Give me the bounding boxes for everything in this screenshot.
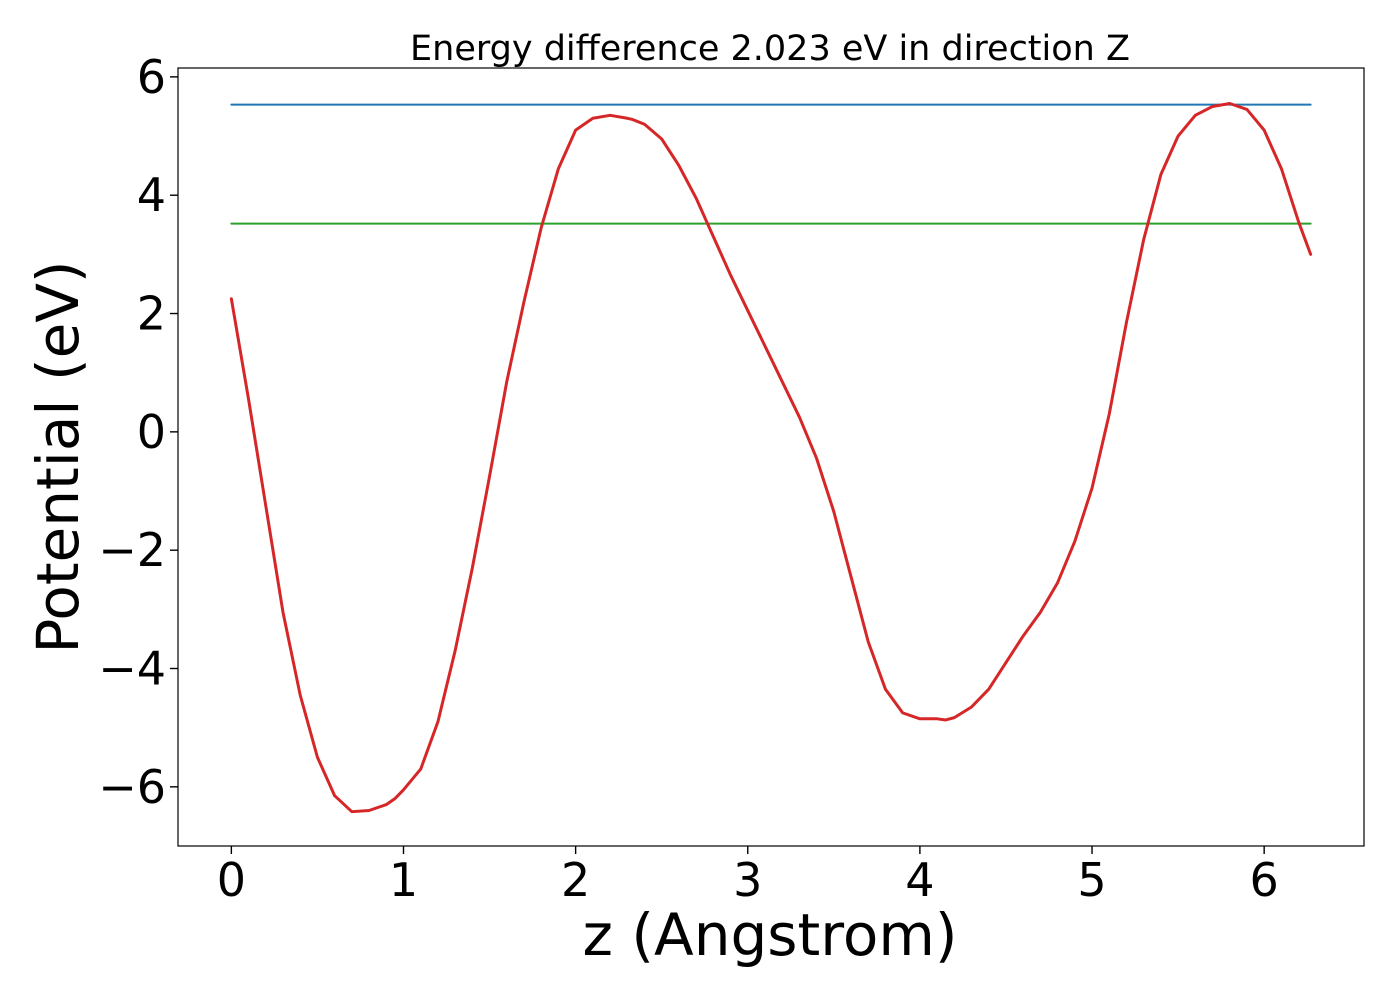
y-tick-label: 0: [137, 405, 166, 459]
y-tick-label: 6: [137, 50, 166, 104]
x-axis-ticks: 0 1 2 3 4 5 6: [217, 846, 1279, 907]
y-tick-label: 4: [137, 168, 166, 222]
x-tick-label: 2: [561, 853, 590, 907]
x-tick-label: 6: [1250, 853, 1279, 907]
plot-area: [229, 102, 1313, 814]
y-tick-label: −4: [98, 642, 166, 696]
x-tick-label: 4: [905, 853, 934, 907]
y-tick-label: −2: [98, 523, 166, 577]
x-tick-label: 3: [733, 853, 762, 907]
y-tick-label: 2: [137, 287, 166, 341]
axes-frame: [177, 67, 1365, 847]
x-tick-label: 1: [389, 853, 418, 907]
chart-title: Energy difference 2.023 eV in direction …: [410, 29, 1130, 69]
x-tick-label: 5: [1077, 853, 1106, 907]
x-tick-label: 0: [217, 853, 246, 907]
y-axis-ticks: −6 −4 −2 0 2 4 6: [98, 50, 178, 814]
x-axis-label: z (Angstrom): [583, 901, 958, 969]
y-tick-label: −6: [98, 760, 166, 814]
potential-curve: [229, 102, 1313, 814]
y-axis-label: Potential (eV): [24, 260, 92, 653]
